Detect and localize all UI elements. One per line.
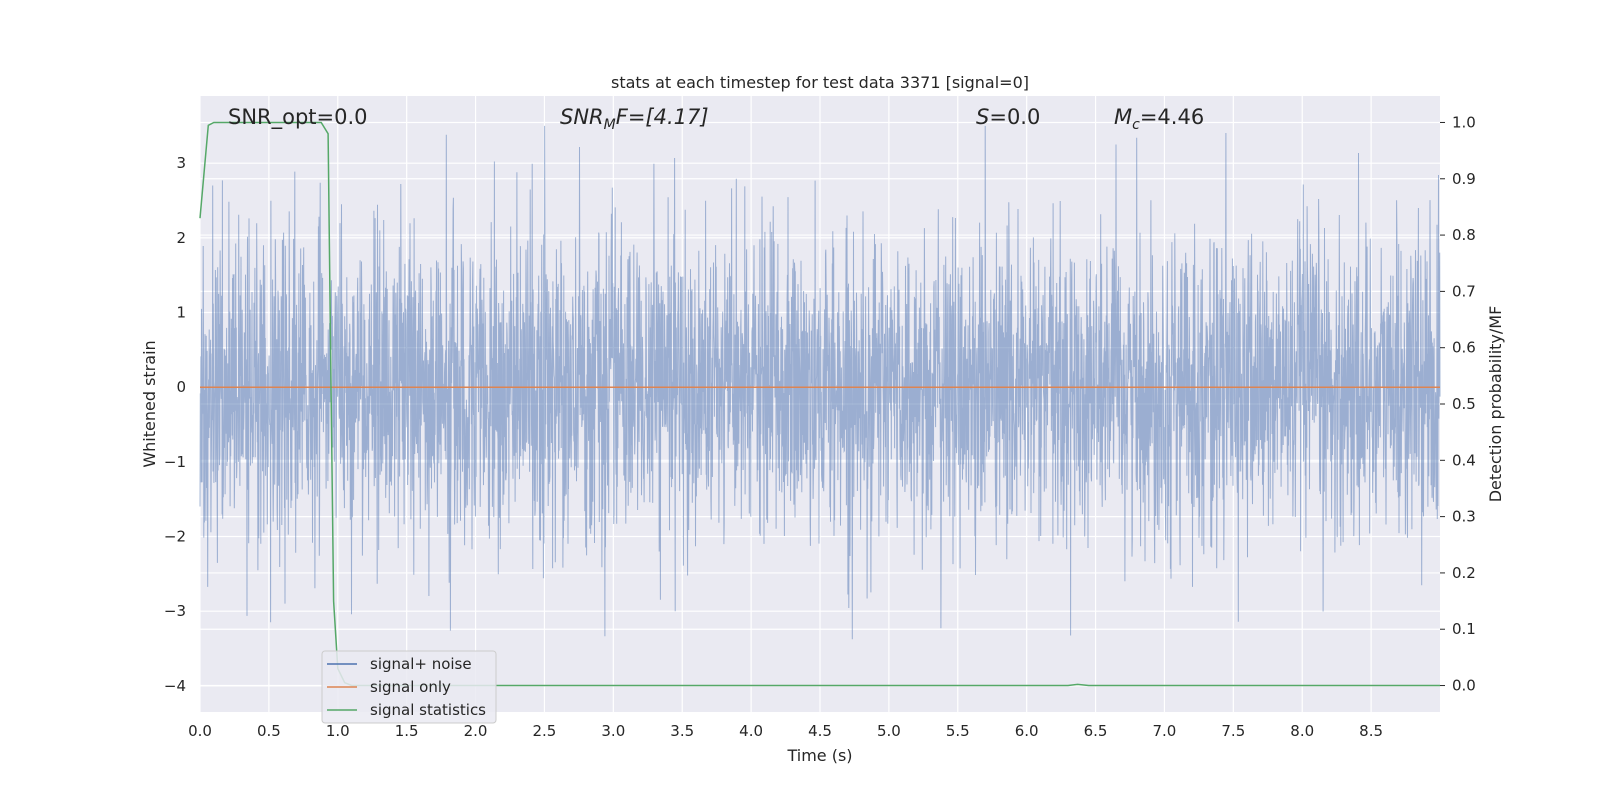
- x-tick-label: 6.0: [1015, 722, 1039, 740]
- x-tick-label: 8.0: [1290, 722, 1314, 740]
- y2-tick-label: 0.4: [1452, 451, 1476, 469]
- y2-tick-label: 0.2: [1452, 564, 1476, 582]
- x-tick-label: 7.5: [1221, 722, 1245, 740]
- y-tick-label: −3: [164, 602, 186, 620]
- legend: signal+ noise signal only signal statist…: [321, 650, 497, 724]
- x-tick-label: 1.5: [395, 722, 419, 740]
- x-axis-ticks: 0.0 0.5 1.0 1.5 2.0 2.5 3.0 3.5 4.0 4.5 5.0 5.5 6.0 6…: [188, 722, 1383, 740]
- y-tick-label: 0: [176, 378, 186, 396]
- x-tick-label: 6.5: [1084, 722, 1108, 740]
- y2-tick-label: 0.8: [1452, 226, 1476, 244]
- y2-axis-ticks: 1.0 0.9 0.8 0.7 0.6 0.5 0.4 0.3 0.2 0.1 0.0: [1440, 113, 1476, 695]
- x-tick-label: 0.5: [257, 722, 281, 740]
- x-tick-label: 8.5: [1359, 722, 1383, 740]
- x-tick-label: 5.5: [946, 722, 970, 740]
- x-tick-label: 3.0: [601, 722, 625, 740]
- y2-tick-label: 1.0: [1452, 113, 1476, 131]
- x-tick-label: 3.5: [670, 722, 694, 740]
- chart-title: stats at each timestep for test data 337…: [611, 73, 1029, 92]
- x-tick-label: 7.0: [1153, 722, 1177, 740]
- y-axis-label: Whitened strain: [140, 340, 159, 467]
- y-tick-label: 2: [176, 229, 186, 247]
- x-tick-label: 1.0: [326, 722, 350, 740]
- x-tick-label: 0.0: [188, 722, 212, 740]
- y-axis-ticks: 3 2 1 0 −1 −2 −3 −4: [164, 154, 186, 695]
- y2-tick-label: 0.7: [1452, 282, 1476, 300]
- annotation-snr-mf-rest: F=[4.17]: [616, 105, 709, 129]
- y2-tick-label: 0.3: [1452, 508, 1476, 526]
- x-axis-label: Time (s): [786, 746, 852, 765]
- y2-tick-label: 0.9: [1452, 170, 1476, 188]
- x-tick-label: 2.0: [464, 722, 488, 740]
- legend-box: [321, 650, 497, 724]
- y2-tick-label: 0.1: [1452, 620, 1476, 638]
- annotation-snr-mf: SNRMF=[4.17]: [560, 105, 709, 133]
- y-tick-label: 1: [176, 304, 186, 322]
- x-tick-label: 2.5: [533, 722, 557, 740]
- annotation-snr-opt: SNR_opt=0.0: [228, 105, 368, 130]
- y-tick-label: 3: [176, 154, 186, 172]
- y2-axis-label: Detection probability/MF: [1486, 306, 1505, 503]
- x-tick-label: 5.0: [877, 722, 901, 740]
- plot-area: [199, 121, 1441, 687]
- annotation-mc-rest: =4.46: [1140, 105, 1204, 129]
- series-signal-noise: [199, 125, 1441, 640]
- annotation-mc-sub: c: [1132, 117, 1140, 133]
- legend-label-signal-statistics: signal statistics: [370, 701, 486, 719]
- annotation-snr-mf-main: SNR: [560, 105, 604, 129]
- y2-tick-label: 0.0: [1452, 677, 1476, 695]
- annotation-s-main: S: [976, 105, 989, 129]
- annotation-mc-main: M: [1114, 105, 1132, 129]
- x-tick-label: 4.5: [808, 722, 832, 740]
- annotation-s: S=0.0: [976, 105, 1040, 129]
- legend-label-signal-only: signal only: [370, 678, 451, 696]
- annotation-mc: Mc=4.46: [1114, 105, 1204, 133]
- y-tick-label: −1: [164, 453, 186, 471]
- x-tick-label: 4.0: [739, 722, 763, 740]
- annotation-snr-mf-sub: M: [604, 117, 616, 133]
- y-tick-label: −4: [164, 677, 186, 695]
- y2-tick-label: 0.6: [1452, 339, 1476, 357]
- y2-tick-label: 0.5: [1452, 395, 1476, 413]
- annotation-s-rest: =0.0: [989, 105, 1040, 129]
- series-signal-statistics: [199, 121, 1440, 687]
- legend-label-signal-noise: signal+ noise: [370, 655, 472, 673]
- y-tick-label: −2: [164, 528, 186, 546]
